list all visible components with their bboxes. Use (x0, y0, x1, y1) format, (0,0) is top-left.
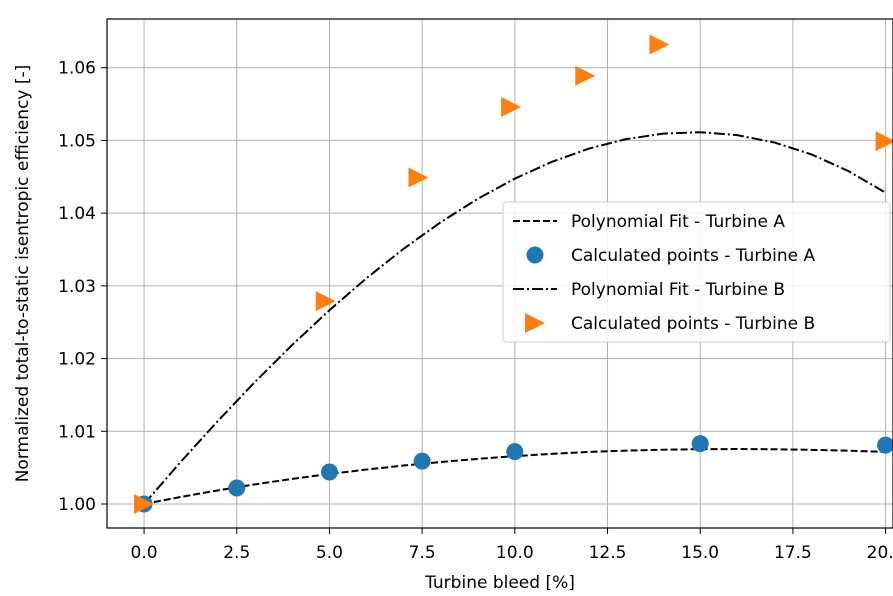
legend-label: Calculated points - Turbine B (571, 314, 815, 334)
legend-entry: Calculated points - Turbine B (525, 313, 815, 334)
legend: Polynomial Fit - Turbine A Calculated poi… (502, 201, 891, 343)
y-tick-label: 1.04 (58, 204, 96, 224)
x-axis-label: Turbine bleed [%] (424, 573, 575, 593)
data-point-turbine-b (134, 494, 155, 515)
legend-entry: Polynomial Fit - Turbine A (513, 212, 785, 232)
data-point-turbine-a (320, 463, 338, 481)
y-tick-label: 1.03 (58, 277, 96, 297)
legend-swatch (526, 246, 544, 264)
data-point-turbine-a (877, 436, 893, 454)
y-tick-label: 1.01 (58, 422, 96, 442)
legend-entry: Polynomial Fit - Turbine B (513, 280, 785, 300)
x-tick-label: 17.5 (774, 543, 812, 563)
data-point-turbine-b (649, 34, 670, 55)
x-tick-label: 15.0 (681, 543, 719, 563)
y-tick-label: 1.02 (58, 350, 96, 370)
plot-frame (106, 18, 893, 529)
legend-swatch (525, 313, 545, 333)
x-tick-label: 12.5 (589, 543, 627, 563)
x-tick-label: 20.0 (867, 543, 893, 563)
legend-box (502, 201, 891, 343)
y-axis-label: Normalized total-to-static isentropic ef… (13, 65, 33, 483)
x-tick-label: 0.0 (131, 543, 158, 563)
series-line-turbine-b (143, 131, 887, 505)
y-tick-label: 1.05 (58, 131, 96, 151)
data-point-turbine-b (315, 291, 336, 312)
y-axis-ticks: 1.00 1.01 1.02 1.03 1.04 1.05 1.06 (58, 59, 107, 515)
data-point-turbine-a (506, 443, 524, 461)
legend-label: Polynomial Fit - Turbine B (571, 280, 785, 300)
data-point-turbine-b (875, 131, 893, 152)
y-tick-label: 1.00 (58, 495, 96, 515)
legend-entry: Calculated points - Turbine A (526, 246, 815, 266)
data-point-turbine-b (408, 167, 429, 188)
x-tick-label: 10.0 (496, 543, 534, 563)
plot-markers (134, 34, 893, 515)
data-point-turbine-a (691, 435, 709, 453)
legend-label: Calculated points - Turbine A (571, 246, 815, 266)
x-tick-label: 5.0 (316, 543, 343, 563)
data-point-turbine-a (228, 479, 246, 497)
x-tick-label: 2.5 (223, 543, 250, 563)
x-tick-label: 7.5 (409, 543, 436, 563)
legend-label: Polynomial Fit - Turbine A (571, 212, 785, 232)
y-tick-label: 1.06 (58, 59, 96, 79)
data-point-turbine-b (501, 96, 522, 117)
x-axis-ticks: 0.0 2.5 5.0 7.5 10.0 12.5 15.0 17.5 20.0 (131, 528, 893, 563)
data-point-turbine-a (413, 452, 431, 470)
data-point-turbine-b (575, 65, 596, 86)
